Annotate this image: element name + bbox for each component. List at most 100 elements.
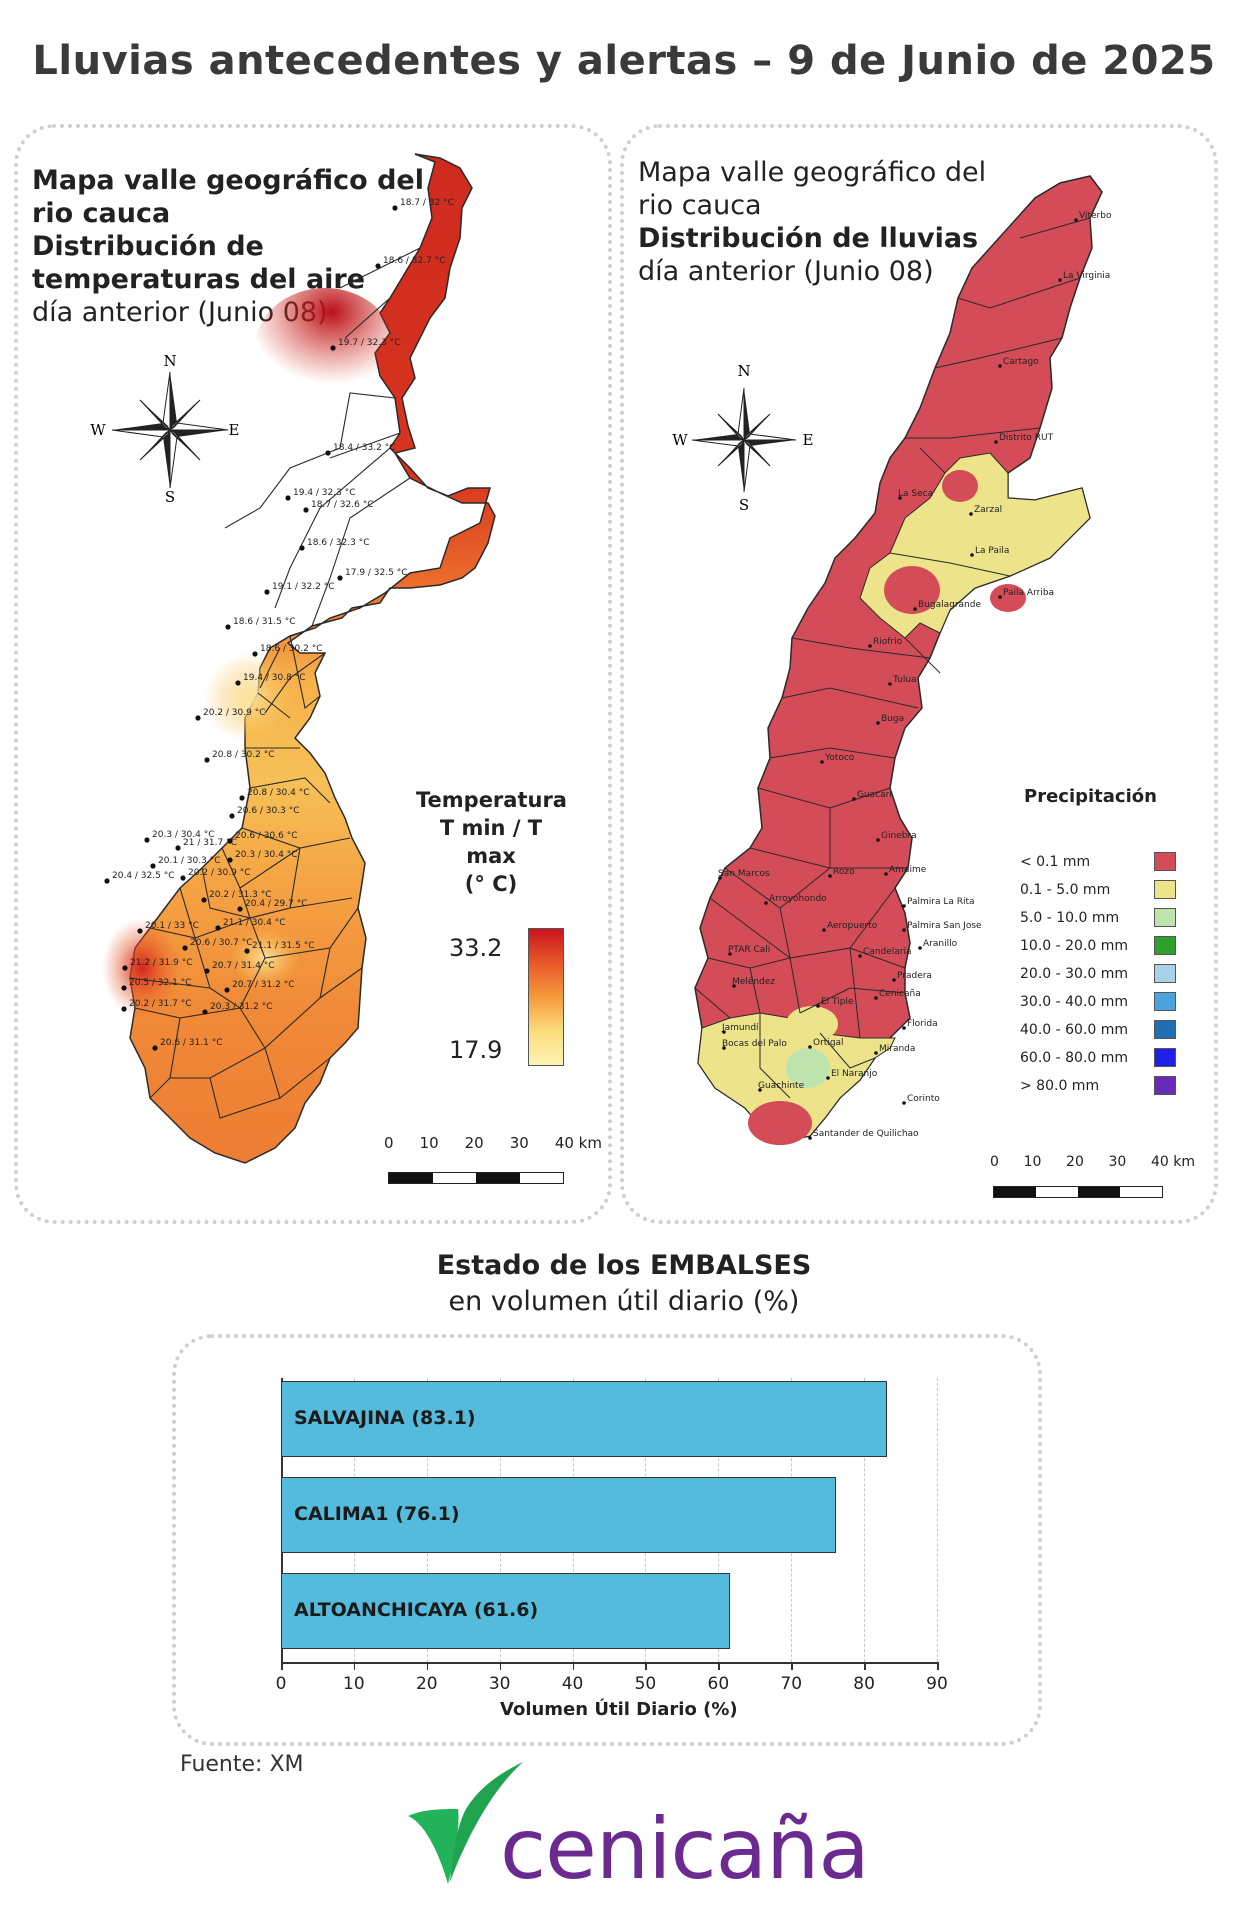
- rain-station-dot: [1074, 218, 1078, 222]
- station-dot: [137, 928, 143, 934]
- legend-swatch: [1154, 964, 1176, 983]
- station-temp-label: 20.8 / 30.2 °C: [212, 750, 274, 760]
- rain-station-dot: [808, 1045, 812, 1049]
- station-temp-label: 20.2 / 30.9 °C: [188, 868, 250, 878]
- rain-station-label: La Paila: [975, 546, 1009, 556]
- rain-station-dot: [758, 1088, 762, 1092]
- rain-station-dot: [722, 1046, 726, 1050]
- rain-station-label: Palmira San Jose: [907, 921, 982, 931]
- station-dot: [121, 1006, 127, 1012]
- rain-station-label: Buga: [881, 714, 904, 724]
- station-dot: [215, 925, 221, 931]
- rain-station-dot: [1058, 278, 1062, 282]
- temperature-color-ramp: [528, 928, 564, 1066]
- station-temp-label: 20.3 / 30.4 °C: [152, 830, 214, 840]
- station-temp-label: 20.3 / 31.2 °C: [210, 1002, 272, 1012]
- precipitation-legend-title: Precipitación: [1024, 786, 1157, 807]
- rain-station-label: Aranillo: [923, 939, 958, 949]
- rain-station-label: Ortigal: [813, 1038, 844, 1048]
- station-dot: [264, 589, 270, 595]
- station-dot: [195, 715, 201, 721]
- legend-item: 30.0 - 40.0 mm: [1020, 992, 1176, 1011]
- station-dot: [239, 795, 245, 801]
- compass-w: W: [90, 421, 106, 439]
- rain-station-dot: [718, 876, 722, 880]
- legend-item: > 80.0 mm: [1020, 1076, 1176, 1095]
- station-dot: [180, 875, 186, 881]
- rain-station-label: Ginebra: [881, 831, 917, 841]
- station-temp-label: 21.1 / 31.5 °C: [252, 941, 314, 951]
- rain-station-dot: [728, 952, 732, 956]
- rain-station-label: Amaime: [889, 865, 927, 875]
- source-note: Fuente: XM: [180, 1752, 304, 1777]
- station-temp-label: 20.1 / 33 °C: [145, 921, 199, 931]
- rainfall-scale-labels: 0 10 20 30 40 km: [990, 1154, 1195, 1170]
- rain-station-label: Arroyohondo: [769, 894, 827, 904]
- station-temp-label: 20.7 / 31.4 °C: [212, 961, 274, 971]
- rain-station-label: Meléndez: [732, 976, 775, 987]
- scale-label: 40 km: [1150, 1154, 1195, 1170]
- station-temp-label: 20.6 / 30.3 °C: [237, 806, 299, 816]
- rain-station-label: PTAR Cali: [728, 945, 770, 955]
- station-dot: [375, 263, 381, 269]
- rain-station-dot: [898, 496, 902, 500]
- station-temp-label: 18.4 / 33.2 °C: [333, 443, 395, 453]
- compass-n: N: [163, 352, 176, 370]
- scale-label: 20: [464, 1134, 484, 1152]
- rain-station-dot: [876, 721, 880, 725]
- station-temp-label: 20.3 / 30.4 °C: [235, 850, 297, 860]
- precipitation-legend: < 0.1 mm 0.1 - 5.0 mm 5.0 - 10.0 mm 10.0…: [1020, 852, 1190, 1102]
- rain-station-dot: [998, 595, 1002, 599]
- legend-swatch: [1154, 1076, 1176, 1095]
- station-dot: [303, 507, 309, 513]
- station-dot: [227, 857, 233, 863]
- station-dot: [152, 1045, 158, 1051]
- station-temp-label: 19.7 / 32.3 °C: [338, 338, 400, 348]
- station-temp-label: 18.7 / 32 °C: [400, 198, 454, 208]
- rain-station-label: Corinto: [907, 1094, 940, 1104]
- scale-label: 0: [384, 1134, 394, 1152]
- temperature-map-panel: [14, 124, 612, 1224]
- station-temp-label: 20.6 / 30.6 °C: [235, 831, 297, 841]
- rain-station-label: Florida: [907, 1019, 938, 1029]
- compass-s: S: [739, 496, 749, 514]
- legend-swatch: [1154, 852, 1176, 871]
- station-temp-label: 20.6 / 30.7 °C: [190, 938, 252, 948]
- station-dot: [201, 897, 207, 903]
- station-dot: [224, 987, 230, 993]
- rain-station-dot: [902, 1101, 906, 1105]
- rain-station-label: Paila Arriba: [1003, 588, 1054, 598]
- scale-label: 20: [1066, 1154, 1084, 1170]
- station-dot: [104, 878, 110, 884]
- rain-station-dot: [902, 928, 906, 932]
- rain-station-label: Riofrio: [873, 637, 903, 647]
- legend-swatch: [1154, 1048, 1176, 1067]
- rain-station-dot: [732, 984, 736, 988]
- rain-station-dot: [852, 797, 856, 801]
- rain-station-label: Santander de Quilichao: [813, 1129, 919, 1139]
- rain-station-dot: [902, 1026, 906, 1030]
- temperature-legend-max: 33.2: [449, 934, 503, 962]
- temperature-map: 18.7 / 32 °C 18.6 / 32.7 °C 19.7 / 32.3 °C…: [102, 153, 496, 1164]
- station-temp-label: 21.2 / 31.9 °C: [130, 958, 192, 968]
- embalses-chart-panel: [172, 1334, 1042, 1746]
- station-temp-label: 18.6 / 31.5 °C: [233, 617, 295, 627]
- rain-station-label: Miranda: [879, 1044, 915, 1054]
- rain-station-label: Tulua: [892, 675, 917, 685]
- temperature-scale-bar: [388, 1172, 564, 1184]
- station-dot: [392, 205, 398, 211]
- scale-label: 30: [509, 1134, 529, 1152]
- scale-label: 40 km: [554, 1134, 602, 1152]
- rainfall-map-subtitle: día anterior (Junio 08): [638, 256, 934, 287]
- legend-item: 60.0 - 80.0 mm: [1020, 1048, 1176, 1067]
- rainfall-map: Viterbo La Virginia Cartago Distrito RUT La …: [694, 175, 1112, 1145]
- rain-station-dot: [876, 838, 880, 842]
- cenicana-logo-text: cenicaña: [500, 1800, 870, 1898]
- station-dot: [244, 948, 250, 954]
- legend-item: 0.1 - 5.0 mm: [1020, 880, 1176, 899]
- rain-station-label: Viterbo: [1079, 211, 1112, 221]
- rain-station-dot: [826, 1076, 830, 1080]
- station-dot: [202, 1009, 208, 1015]
- station-dot: [337, 575, 343, 581]
- compass-e: E: [803, 431, 814, 449]
